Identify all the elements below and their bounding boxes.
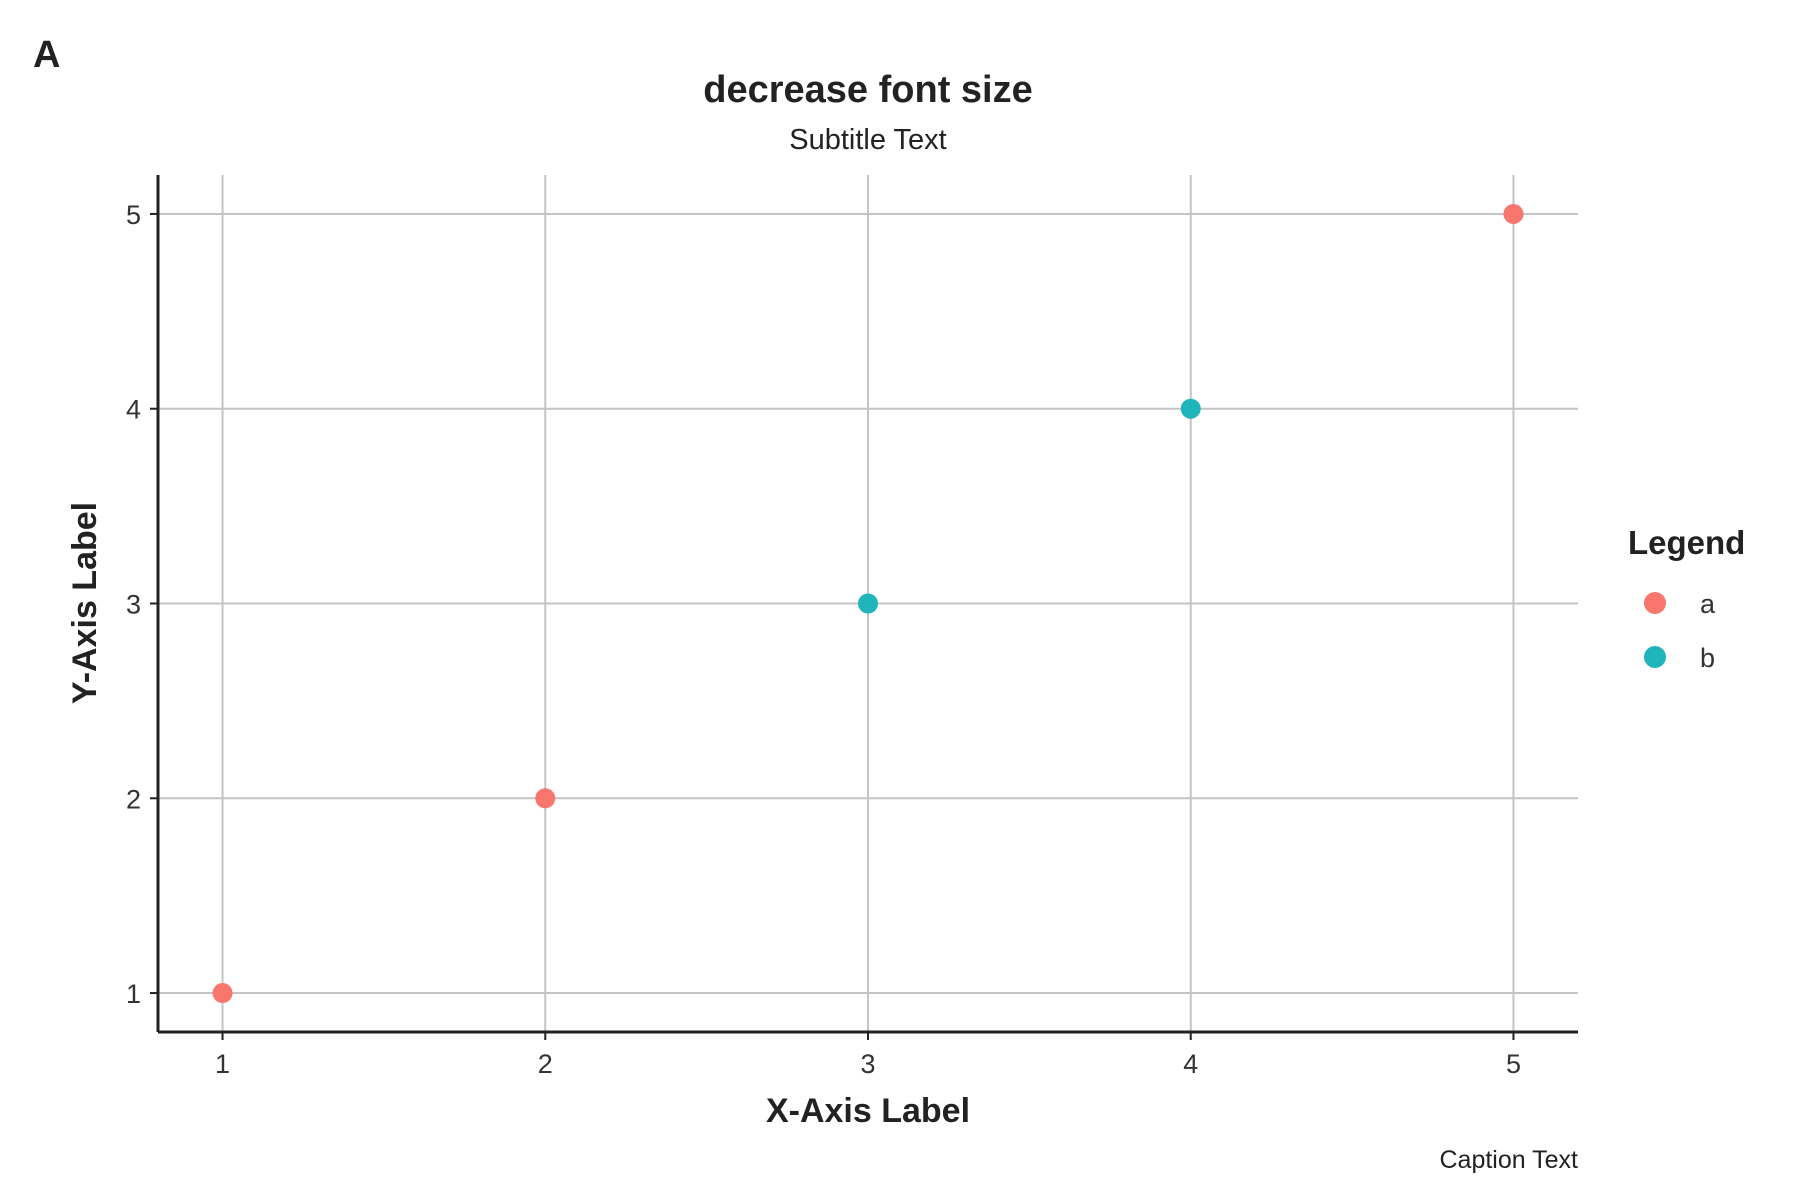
legend-key-b (1644, 646, 1666, 668)
chart-subtitle: Subtitle Text (789, 124, 946, 156)
legend-items: ab (1644, 589, 1716, 673)
y-tick-label: 2 (126, 784, 141, 814)
chart-caption: Caption Text (1439, 1146, 1578, 1174)
data-point-b (858, 593, 878, 614)
data-point-a (212, 983, 233, 1004)
legend-key-a (1644, 592, 1666, 614)
grid-lines (158, 175, 1578, 1032)
x-axis-title: X-Axis Label (766, 1092, 970, 1130)
y-axis-title: Y-Axis Label (66, 502, 104, 704)
data-point-a (535, 788, 556, 809)
data-points (212, 203, 1524, 1004)
panel-tag: A (33, 34, 60, 76)
axes (150, 175, 1578, 1040)
x-tick-label: 3 (860, 1049, 875, 1079)
x-tick-label: 2 (538, 1049, 553, 1079)
y-tick-label: 3 (126, 590, 141, 620)
y-tick-label: 4 (126, 395, 141, 425)
x-tick-label: 5 (1506, 1049, 1521, 1079)
legend-label-b: b (1700, 643, 1715, 673)
legend-title: Legend (1628, 524, 1745, 561)
data-point-a (1503, 203, 1524, 224)
data-point-b (1180, 398, 1201, 419)
tick-labels: 1 2 3 4 5 1 2 3 4 5 (126, 200, 1521, 1079)
x-tick-label: 1 (215, 1049, 230, 1079)
y-tick-label: 1 (126, 979, 141, 1009)
legend: Legend ab (1628, 524, 1745, 673)
legend-label-a: a (1700, 589, 1716, 619)
x-tick-label: 4 (1183, 1049, 1198, 1079)
y-tick-label: 5 (126, 200, 141, 230)
chart-title: decrease font size (703, 69, 1032, 111)
